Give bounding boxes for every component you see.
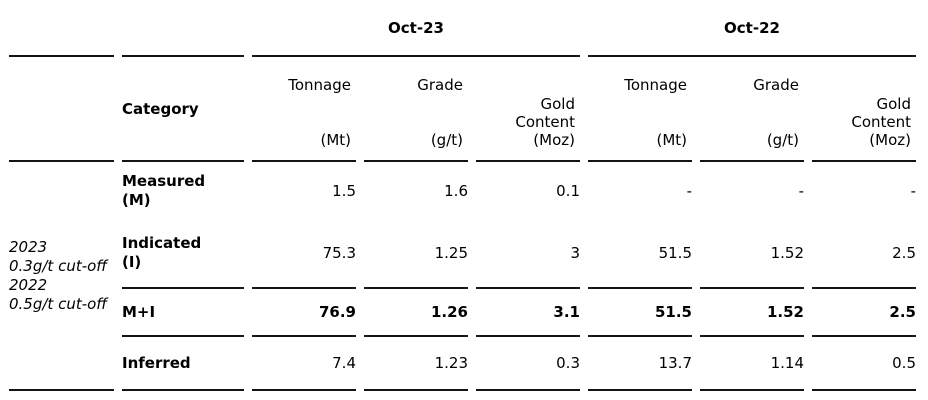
corner-cell	[122, 0, 244, 57]
column-header-gold-content-oct23: Gold Content (Moz)	[476, 57, 580, 162]
value-cell: 1.52	[700, 289, 804, 337]
column-unit: (g/t)	[766, 131, 799, 149]
value-cell: 1.26	[364, 289, 468, 337]
value-cell: 0.1	[556, 181, 580, 200]
value-cell: 0.3	[476, 337, 580, 391]
column-header-grade-oct22: Grade (g/t)	[700, 57, 804, 162]
value-cell: 3.1	[476, 289, 580, 337]
value-cell: 1.14	[700, 337, 804, 391]
column-header-tonnage-oct23: Tonnage (Mt)	[252, 57, 356, 162]
value-cell: 76.9	[252, 289, 356, 337]
table-row-m-plus-i: M+I 76.9 1.26 3.1 51.5 1.52 2.5	[9, 289, 916, 337]
value-cell: 2.5	[812, 219, 916, 289]
value-cell: -	[910, 181, 916, 200]
value-cell: 1.23	[364, 337, 468, 391]
value-cell: 13.7	[588, 337, 692, 391]
value-cell: 7.4	[252, 337, 356, 391]
category-cell: Measured (M)	[122, 171, 206, 209]
value-cell: 1.6	[444, 181, 468, 200]
period-header-row: Oct-23 Oct-22	[9, 0, 916, 57]
category-cell: Inferred	[122, 337, 244, 391]
value-cell: -	[686, 181, 692, 200]
column-name: Tonnage	[288, 76, 351, 94]
period-header-oct23: Oct-23	[252, 0, 580, 57]
column-header-grade-oct23: Grade (g/t)	[364, 57, 468, 162]
value-cell: 0.5	[812, 337, 916, 391]
value-cell: 1.52	[700, 219, 804, 289]
column-unit: (Moz)	[869, 131, 911, 149]
column-header-row: Category Tonnage (Mt) Grade (g/t) Gold C…	[9, 57, 916, 162]
column-header-tonnage-oct22: Tonnage (Mt)	[588, 57, 692, 162]
value-cell: 51.5	[588, 219, 692, 289]
column-unit: (Moz)	[533, 131, 575, 149]
category-column-header: Category	[122, 57, 244, 162]
column-name: Grade	[753, 76, 799, 94]
table-row-inferred: Inferred 7.4 1.23 0.3 13.7 1.14 0.5	[9, 337, 916, 391]
value-cell: 1.25	[364, 219, 468, 289]
column-unit: (Mt)	[320, 131, 351, 149]
column-name: Grade	[417, 76, 463, 94]
value-cell: 75.3	[252, 219, 356, 289]
column-unit: (g/t)	[430, 131, 463, 149]
period-header-oct22: Oct-22	[588, 0, 916, 57]
value-cell: -	[798, 181, 804, 200]
value-cell: 2.5	[812, 289, 916, 337]
column-header-gold-content-oct22: Gold Content (Moz)	[812, 57, 916, 162]
column-name: Tonnage	[624, 76, 687, 94]
corner-cell	[9, 0, 114, 57]
value-cell: 3	[476, 219, 580, 289]
column-unit: (Mt)	[656, 131, 687, 149]
category-cell: M+I	[122, 289, 244, 337]
table-row-measured: 2023 0.3g/t cut-off 2022 0.5g/t cut-off …	[9, 162, 916, 391]
table-row-indicated: Indicated (I) 75.3 1.25 3 51.5 1.52 2.5	[9, 219, 916, 289]
column-name: Gold Content	[515, 95, 575, 131]
resource-table: Oct-23 Oct-22 Category Tonnage (Mt) Grad…	[1, 0, 924, 391]
value-cell: 1.5	[332, 181, 356, 200]
corner-cell	[9, 57, 114, 162]
category-cell: Indicated (I)	[122, 219, 244, 289]
column-name: Gold Content	[851, 95, 911, 131]
cutoff-note: 2023 0.3g/t cut-off 2022 0.5g/t cut-off	[9, 162, 114, 391]
value-cell: 51.5	[588, 289, 692, 337]
